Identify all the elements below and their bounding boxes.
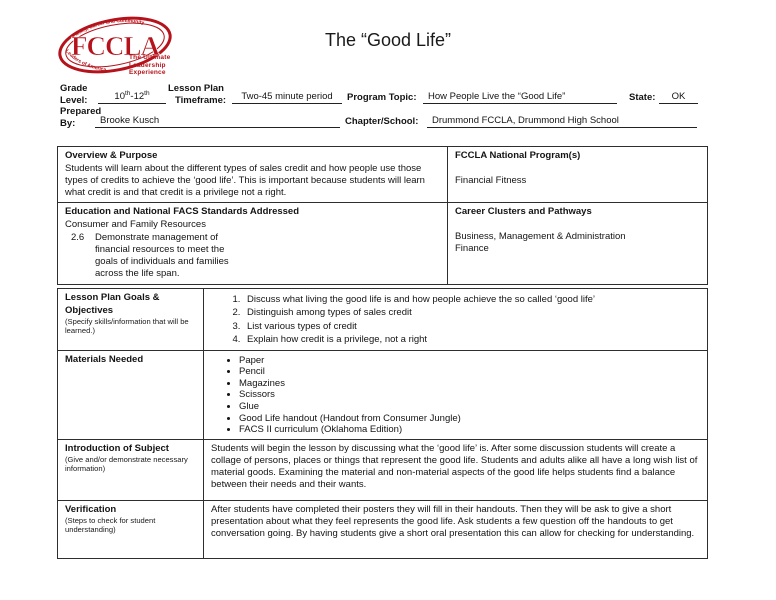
table-row: Verification (Steps to check for student… [57,499,708,559]
overview-purpose-body: Students will learn about the different … [65,162,425,198]
fccla-logo: Family, Career and Community Leaders of … [55,12,185,84]
list-item: Glue [239,401,700,413]
chapter-school-value: Drummond FCCLA, Drummond High School [427,115,697,128]
materials-label-cell: Materials Needed [57,349,204,440]
program-topic-value: How People Live the “Good Life” [423,91,617,104]
list-item: Distinguish among types of sales credit [243,306,700,319]
overview-purpose-heading: Overview & Purpose [65,150,158,161]
goals-note: (Specify skills/information that will be… [65,317,189,335]
page-title: The “Good Life” [324,30,452,50]
standards-item-text: Demonstrate management of financial reso… [95,231,229,280]
prepared-by-label: Prepared By: [60,106,102,129]
introduction-note: (Give and/or demonstrate necessary infor… [65,455,188,474]
timeframe-value: Two-45 minute period [232,91,342,104]
career-clusters-cell: Career Clusters and Pathways Business, M… [447,202,708,285]
overview-purpose-cell: Overview & Purpose Students will learn a… [57,145,448,204]
verification-content-cell: After students have completed their post… [203,499,708,559]
table-row: Materials Needed Paper Pencil Magazines … [57,349,708,440]
list-item: Magazines [239,378,700,390]
goals-label-cell: Lesson Plan Goals & Objectives (Specify … [57,288,204,351]
timeframe-label: Lesson Plan Timeframe: [168,83,227,106]
career-clusters-line1: Business, Management & Administration [455,230,626,242]
introduction-label-cell: Introduction of Subject (Give and/or dem… [57,438,204,501]
standards-item-number: 2.6 [71,231,85,243]
overview-standards-table: Overview & Purpose Students will learn a… [57,145,708,285]
program-topic-label: Program Topic: [347,92,417,103]
verification-label-cell: Verification (Steps to check for student… [57,499,204,559]
list-item: Paper [239,355,700,367]
verification-heading: Verification [65,503,117,515]
materials-content-cell: Paper Pencil Magazines Scissors Glue Goo… [203,349,708,440]
table-row: Introduction of Subject (Give and/or dem… [57,438,708,501]
goals-heading: Lesson Plan Goals & Objectives [65,292,160,316]
career-clusters-line2: Finance [455,242,489,254]
goals-list: Discuss what living the good life is and… [211,293,700,347]
list-item: Good Life handout (Handout from Consumer… [239,413,700,425]
state-label: State: [629,92,656,103]
introduction-heading: Introduction of Subject [65,442,169,454]
list-item: Pencil [239,366,700,378]
list-item: List various types of credit [243,320,700,333]
materials-list: Paper Pencil Magazines Scissors Glue Goo… [211,355,700,436]
introduction-content-cell: Students will begin the lesson by discus… [203,438,708,501]
logo-acronym: FCCLA [71,31,160,61]
list-item: FACS II curriculum (Oklahoma Edition) [239,424,700,436]
table-row: Education and National FACS Standards Ad… [57,202,708,285]
standards-cell: Education and National FACS Standards Ad… [57,202,448,285]
national-programs-cell: FCCLA National Program(s) Financial Fitn… [447,145,708,204]
lesson-plan-table: Lesson Plan Goals & Objectives (Specify … [57,288,708,559]
table-row: Overview & Purpose Students will learn a… [57,145,708,204]
career-clusters-heading: Career Clusters and Pathways [455,206,592,218]
grade-level-label: Grade Level: [60,83,88,106]
introduction-body: Students will begin the lesson by discus… [211,442,698,491]
verification-note: (Steps to check for student understandin… [65,516,156,535]
verification-body: After students have completed their post… [211,503,695,540]
standards-subheading: Consumer and Family Resources [65,218,206,230]
list-item: Discuss what living the good life is and… [243,293,700,306]
list-item: Explain how credit is a privilege, not a… [243,333,700,346]
goals-content-cell: Discuss what living the good life is and… [203,288,708,351]
national-programs-body: Financial Fitness [455,174,527,186]
list-item: Scissors [239,389,700,401]
logo-tagline: The Ultimate Leadership Experience [129,54,185,77]
table-row: Lesson Plan Goals & Objectives (Specify … [57,288,708,351]
chapter-school-label: Chapter/School: [345,116,419,127]
national-programs-heading: FCCLA National Program(s) [455,150,581,161]
fccla-logo-emblem: Family, Career and Community Leaders of … [58,16,172,73]
logo-tagline-line2: Leadership [129,61,166,69]
materials-heading: Materials Needed [65,353,144,365]
state-value: OK [659,91,698,104]
logo-tagline-line3: Experience [129,69,166,76]
prepared-by-value: Brooke Kusch [95,115,340,128]
grade-level-value: 10th-12th [98,90,166,104]
standards-heading: Education and National FACS Standards Ad… [65,206,300,218]
logo-tagline-line1: The Ultimate [129,54,171,61]
standards-item: 2.6 Demonstrate management of financial … [65,232,440,281]
